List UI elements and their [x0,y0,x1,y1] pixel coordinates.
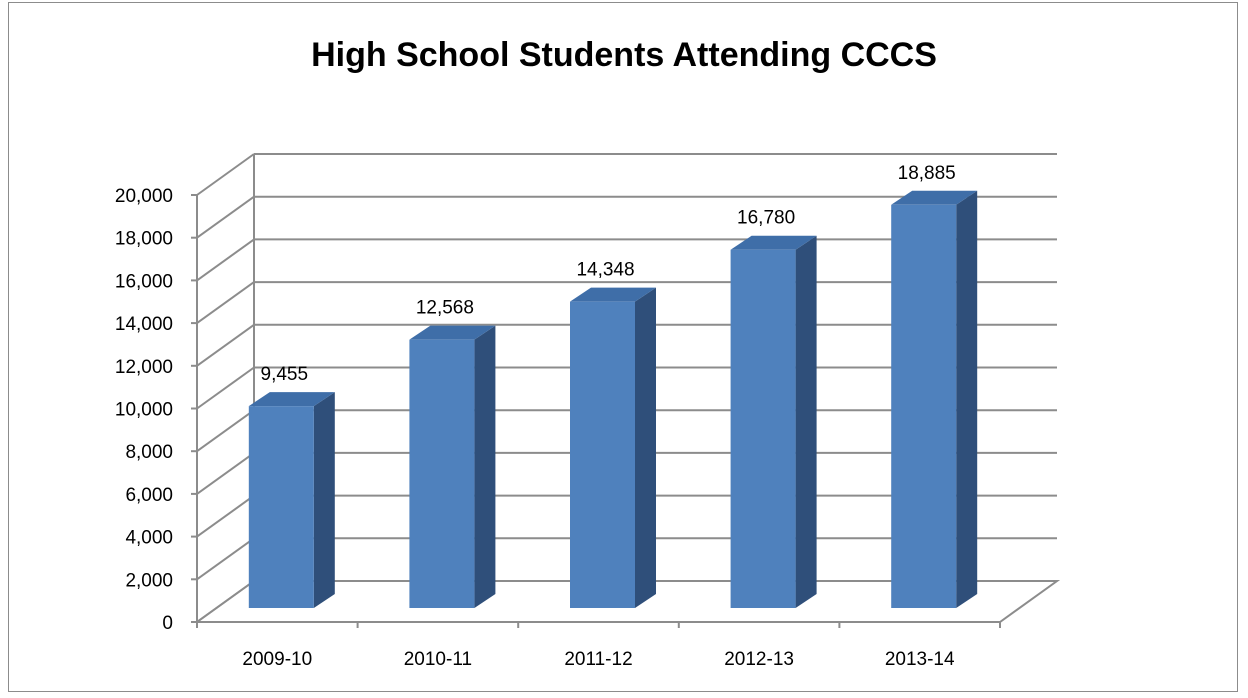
gridline-side [196,323,255,367]
bar-top [891,190,978,205]
bar [570,301,635,608]
gridline-side [196,452,255,495]
gridline-side [196,366,255,410]
bar [730,249,796,608]
bar-top [248,392,335,407]
x-tick-label: 2012-13 [724,649,794,670]
x-tick-label: 2009-10 [242,649,312,670]
bar-top [570,287,656,302]
x-tick-label: 2010-11 [404,649,472,670]
gridline-side [196,494,255,538]
gridline-side [196,195,255,239]
bar-side [635,287,656,608]
y-tick-label: 14,000 [115,314,173,335]
y-tick-label: 0 [162,613,173,634]
y-tick-label: 8,000 [125,442,173,463]
y-tick-label: 16,000 [115,271,173,292]
y-axis-tick-labels: 0 2,000 4,000 6,000 8,000 10,000 12,000 14,000 1… [115,186,173,634]
gridline-side [196,153,255,196]
bar-side [313,392,335,608]
data-label: 14,348 [576,260,634,281]
chart-floor [193,580,1061,623]
gridline-side [196,537,255,581]
bar-top [409,325,496,340]
y-tick-label: 2,000 [125,570,173,591]
bar [409,339,475,608]
bar [891,204,957,609]
gridline-side [196,409,255,453]
x-axis-tick-labels: 2009-10 2010-11 2011-12 2012-13 2013-14 [242,649,955,670]
y-tick-label: 18,000 [115,229,173,250]
bar [248,406,314,608]
bar-side [956,190,978,609]
data-label: 12,568 [416,298,474,319]
data-labels: 9,455 12,568 14,348 16,780 18,885 [261,163,956,385]
data-label: 18,885 [898,163,956,184]
y-tick-label: 4,000 [125,528,173,549]
data-label: 16,780 [737,208,795,229]
data-label: 9,455 [261,364,309,385]
y-tick-label: 10,000 [115,400,173,421]
x-tick-label: 2011-12 [564,649,632,670]
bar-top [730,235,817,250]
bar-layer [248,190,978,609]
y-tick-label: 12,000 [115,357,173,378]
gridline-side [196,238,255,282]
bar-side [474,325,496,608]
gridline-side [196,281,255,324]
y-tick-label: 20,000 [115,186,173,207]
x-tick-label: 2013-14 [885,649,955,670]
y-tick-label: 6,000 [125,485,173,506]
chart-title: High School Students Attending CCCS [311,36,937,74]
bar-side [795,235,817,608]
